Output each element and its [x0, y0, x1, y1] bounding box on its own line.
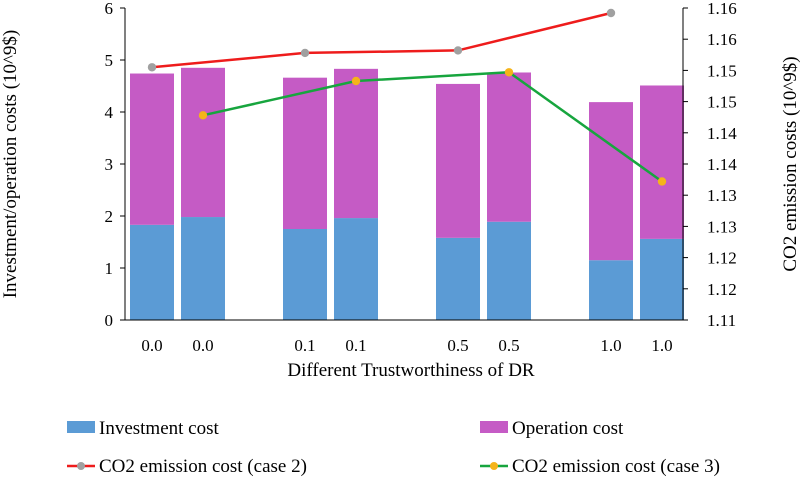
y-tick-label: 0	[105, 311, 114, 330]
x-tick-label: 0.0	[141, 336, 162, 355]
legend-case3-marker	[490, 462, 498, 470]
investment-bar	[589, 260, 633, 320]
y2-tick-label: 1.11	[707, 311, 736, 330]
y2-tick-label: 1.16	[707, 0, 737, 18]
x-tick-label: 1.0	[600, 336, 621, 355]
y2-tick-label: 1.15	[707, 61, 737, 80]
y2-tick-label: 1.13	[707, 217, 737, 236]
legend-case2-label: CO2 emission cost (case 2)	[99, 456, 307, 477]
y-tick-label: 3	[105, 155, 114, 174]
legend-operation-label: Operation cost	[512, 418, 624, 439]
investment-bar	[181, 217, 225, 320]
operation-bar	[283, 77, 327, 230]
x-tick-label: 0.1	[345, 336, 366, 355]
legend-operation-patch	[480, 421, 508, 433]
co2-case2-marker	[606, 8, 616, 18]
x-tick-label: 1.0	[651, 336, 672, 355]
co2-case2-marker	[300, 48, 310, 58]
x-tick-label: 0.5	[498, 336, 519, 355]
operation-bar	[130, 73, 174, 225]
investment-bar	[334, 218, 378, 320]
co2-case3-marker	[504, 68, 514, 77]
investment-bar	[130, 224, 174, 320]
y-axis-label: Investment/operation costs (10^9$)	[0, 30, 21, 299]
investment-bar	[436, 237, 480, 320]
y2-tick-label: 1.12	[707, 249, 737, 268]
y2-tick-label: 1.14	[707, 155, 737, 174]
y2-tick-label: 1.14	[707, 124, 737, 143]
legend-investment-patch	[67, 421, 95, 433]
co2-case3-marker	[198, 111, 208, 120]
legend-case3-label: CO2 emission cost (case 3)	[512, 456, 720, 477]
y-tick-label: 4	[105, 103, 114, 122]
y2-tick-label: 1.15	[707, 93, 737, 112]
co2-case2-line	[151, 11, 612, 69]
co2-case3-line	[202, 70, 663, 183]
x-tick-label: 0.1	[294, 336, 315, 355]
operation-bar	[334, 68, 378, 219]
co2-case2-marker	[453, 46, 463, 55]
investment-bar	[640, 238, 684, 320]
legend-investment-label: Investment cost	[99, 418, 220, 439]
legend: Investment cost Operation cost CO2 emiss…	[67, 418, 720, 477]
axes: 0 1 2 3 4 5 6 1.11 1.12 1.12 1.13 1.13 1.14 1.14 1.15 1…	[105, 0, 738, 355]
y2-tick-label: 1.13	[707, 186, 737, 205]
y-tick-label: 1	[105, 259, 114, 278]
x-tick-label: 0.5	[447, 336, 468, 355]
co2-case2-marker	[147, 63, 157, 72]
operation-bar	[436, 83, 480, 238]
x-axis-label: Different Trustworthiness of DR	[287, 360, 535, 381]
y2-tick-label: 1.12	[707, 280, 737, 299]
y-tick-label: 6	[105, 0, 114, 18]
plot-bars	[130, 67, 684, 320]
legend-case2-marker	[77, 462, 85, 470]
operation-bar	[487, 72, 531, 222]
plot-lines	[147, 8, 667, 186]
co2-case3-marker	[657, 177, 667, 186]
y-tick-label: 2	[105, 207, 114, 226]
investment-bar	[487, 221, 531, 320]
operation-bar	[589, 102, 633, 261]
co2-case3-marker	[351, 76, 361, 86]
x-tick-label: 0.0	[192, 336, 213, 355]
y2-tick-label: 1.16	[707, 30, 737, 49]
operation-bar	[181, 67, 225, 218]
y2-axis-label: CO2 emission costs (10^9$)	[780, 56, 801, 271]
operation-bar	[640, 85, 684, 239]
y-tick-label: 5	[105, 51, 114, 70]
investment-bar	[283, 229, 327, 320]
